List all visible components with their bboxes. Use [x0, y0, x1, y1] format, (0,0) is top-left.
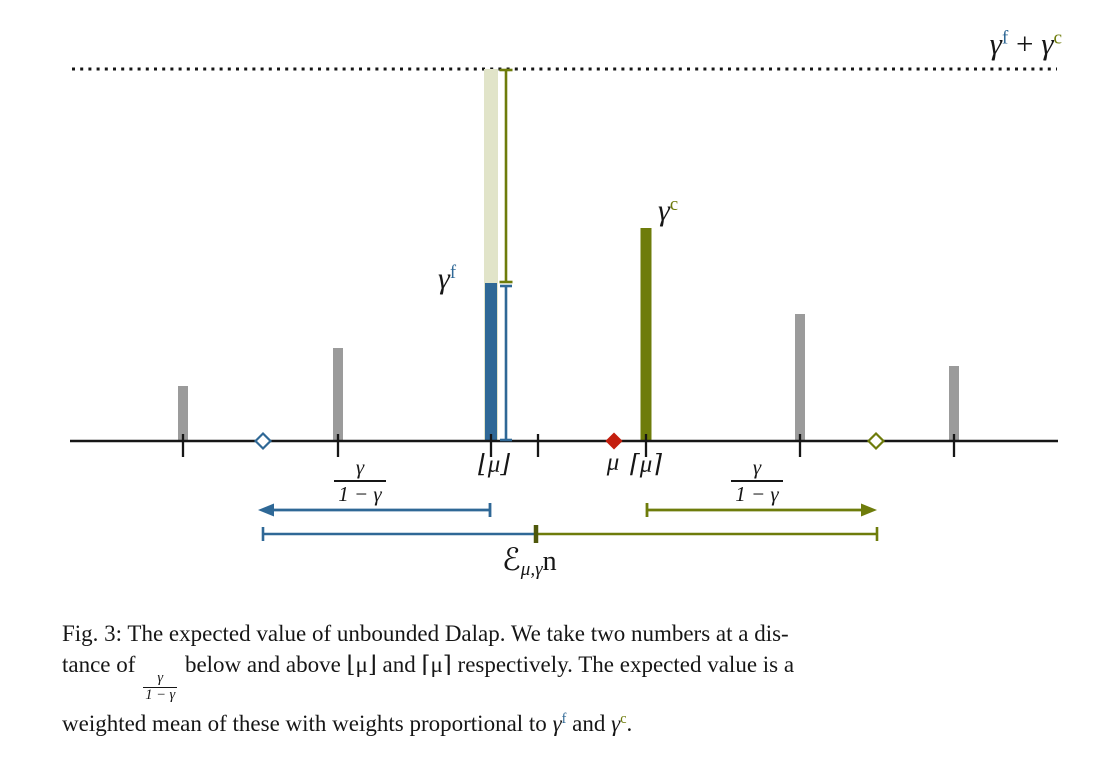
prob-bar-4 [949, 366, 959, 441]
gamma-glyph: γ [552, 710, 562, 736]
dalap-diagram [70, 67, 1058, 543]
prob-bar-2 [333, 348, 343, 441]
fraction-denominator: 1 − γ [143, 686, 178, 703]
sup-f: f [561, 710, 567, 727]
sup-f: f [1001, 27, 1009, 49]
plus-sign: + [1008, 26, 1042, 61]
gamma-glyph: γ [989, 26, 1002, 61]
mu-marker [605, 432, 623, 450]
caption-line-3: weighted mean of these with weights prop… [62, 704, 1052, 739]
offset-arrow-left-head [258, 503, 274, 517]
caption-line-1: Fig. 3: The expected value of unbounded … [62, 618, 1052, 649]
caption-text: and [566, 710, 612, 736]
caption-text: Fig. 3: The expected value of unbounded … [62, 621, 789, 646]
fraction-numerator: γ [752, 455, 762, 479]
gamma-glyph: γ [658, 194, 670, 228]
caption-text: tance of [62, 652, 142, 677]
fraction-denominator: 1 − γ [731, 479, 783, 507]
sup-c: c [669, 194, 679, 215]
sup-c: c [620, 710, 627, 727]
gamma-c-label: γc [658, 194, 678, 228]
ceil-mu-tick-label: ⌈μ⌉ [629, 451, 663, 478]
caption-text: . [626, 710, 633, 736]
total-mass-label: γf + γc [930, 26, 1062, 62]
expect-subscript: μ,γ [520, 558, 543, 580]
offset-arrow-right-head [861, 503, 877, 517]
gamma-glyph: γ [438, 262, 450, 296]
gamma-f-bar [485, 283, 497, 441]
gamma-glyph: γ [1041, 26, 1054, 61]
sup-c: c [1053, 27, 1062, 49]
mu-tick-label: μ [606, 449, 620, 476]
prob-bar-3 [795, 314, 805, 441]
gamma-f-label: γf [438, 262, 456, 296]
ceil-plus-offset-marker [866, 431, 886, 451]
gamma-glyph: γ [611, 710, 621, 736]
fraction-numerator: γ [157, 670, 164, 686]
floor-mu-tick-label: ⌊μ⌋ [477, 451, 511, 478]
fraction-numerator: γ [355, 455, 365, 479]
sup-f: f [449, 262, 457, 283]
noise-symbol: n [542, 546, 557, 577]
expected-value-label: ℰμ,γn [502, 542, 557, 581]
fraction-denominator: 1 − γ [334, 479, 386, 507]
gamma-c-bar [640, 228, 652, 441]
script-e-glyph: ℰ [502, 542, 521, 577]
prob-bar-1 [178, 386, 188, 441]
caption-text: weighted mean of these with weights prop… [62, 710, 553, 736]
caption-text: below and above ⌊μ⌋ and ⌈μ⌉ respectively… [179, 652, 795, 677]
figure-caption: Fig. 3: The expected value of unbounded … [62, 618, 1052, 739]
floor-minus-offset-marker [253, 431, 273, 451]
